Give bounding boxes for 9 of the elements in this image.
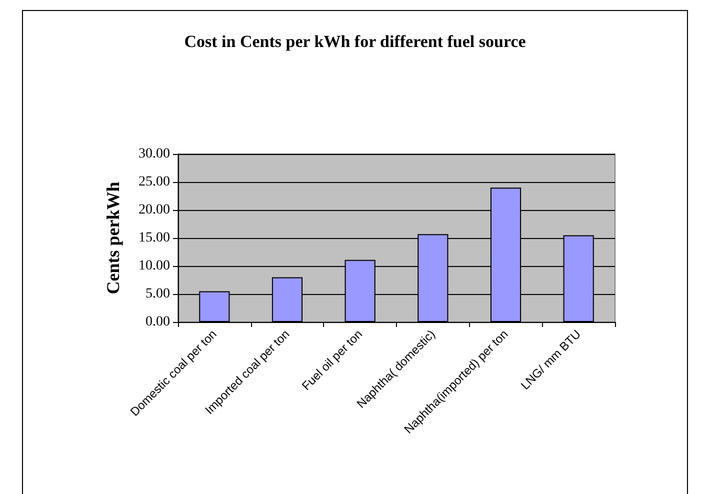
- y-tick-label: 25.00: [138, 174, 170, 190]
- y-axis-title: Cents perkWh: [103, 182, 123, 294]
- y-tick-label: 30.00: [138, 146, 170, 162]
- y-tick-label: 15.00: [138, 230, 170, 246]
- y-tick-label: 20.00: [138, 202, 170, 218]
- chart-title: Cost in Cents per kWh for different fuel source: [184, 32, 526, 51]
- y-tick-label: 10.00: [138, 258, 170, 274]
- y-tick-label: 5.00: [146, 286, 170, 302]
- y-tick-label: 0.00: [146, 314, 170, 330]
